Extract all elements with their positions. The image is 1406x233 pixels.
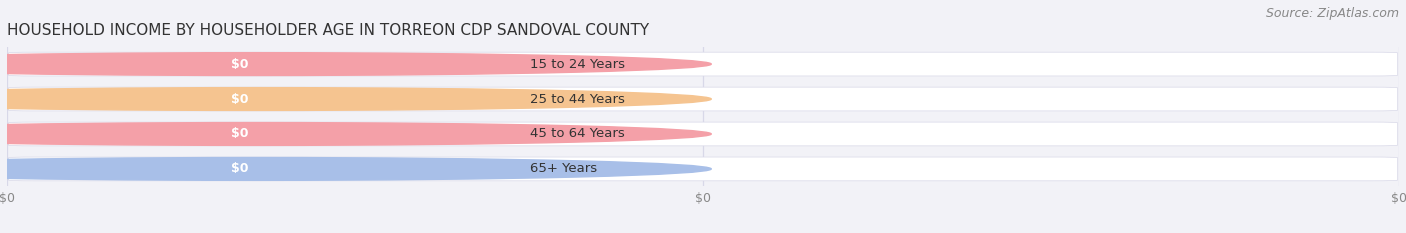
Text: $0: $0: [232, 93, 249, 106]
FancyBboxPatch shape: [8, 52, 1398, 76]
Text: $0: $0: [232, 127, 249, 140]
FancyBboxPatch shape: [202, 52, 278, 76]
Text: Source: ZipAtlas.com: Source: ZipAtlas.com: [1265, 7, 1399, 20]
Text: $0: $0: [232, 162, 249, 175]
Circle shape: [0, 88, 711, 110]
Text: 15 to 24 Years: 15 to 24 Years: [530, 58, 624, 71]
Circle shape: [0, 53, 711, 75]
Text: 65+ Years: 65+ Years: [530, 162, 596, 175]
FancyBboxPatch shape: [8, 157, 1398, 181]
Text: 45 to 64 Years: 45 to 64 Years: [530, 127, 624, 140]
Text: $0: $0: [232, 58, 249, 71]
Text: 25 to 44 Years: 25 to 44 Years: [530, 93, 624, 106]
FancyBboxPatch shape: [202, 157, 278, 181]
FancyBboxPatch shape: [8, 122, 1398, 146]
FancyBboxPatch shape: [202, 87, 278, 111]
FancyBboxPatch shape: [8, 87, 1398, 111]
Circle shape: [0, 123, 711, 145]
Text: HOUSEHOLD INCOME BY HOUSEHOLDER AGE IN TORREON CDP SANDOVAL COUNTY: HOUSEHOLD INCOME BY HOUSEHOLDER AGE IN T…: [7, 24, 650, 38]
FancyBboxPatch shape: [202, 122, 278, 146]
Circle shape: [0, 158, 711, 180]
